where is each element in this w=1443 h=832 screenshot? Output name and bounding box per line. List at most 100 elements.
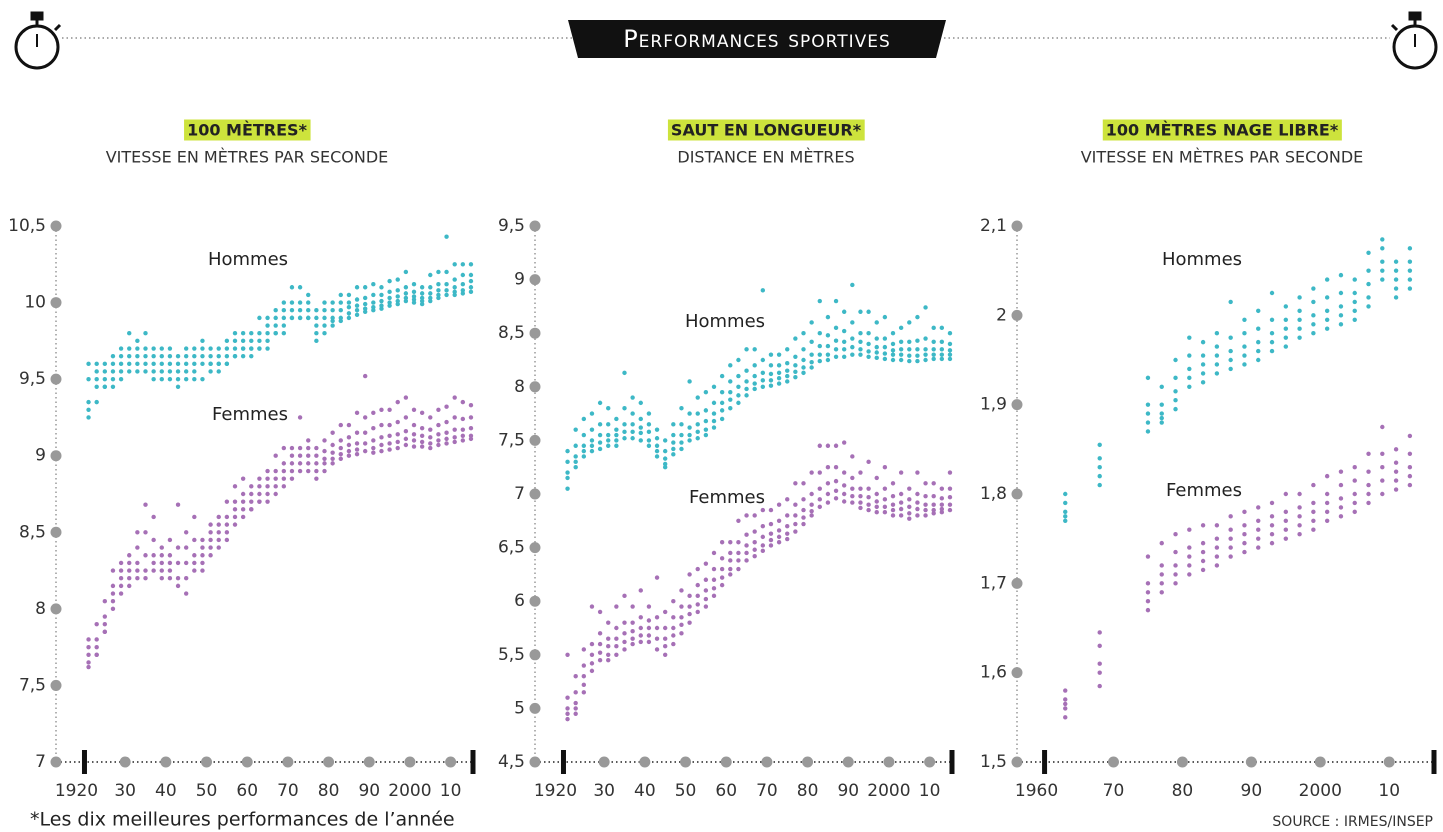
dot xyxy=(460,291,466,296)
y-tick xyxy=(1011,756,1023,768)
dot xyxy=(216,530,221,535)
dot xyxy=(614,604,619,609)
dot xyxy=(728,397,733,402)
dot xyxy=(249,491,254,497)
y-tick xyxy=(529,327,541,339)
dot xyxy=(850,336,855,341)
dot xyxy=(687,438,692,443)
dot xyxy=(1063,697,1068,702)
dot xyxy=(646,625,652,631)
dot xyxy=(273,468,278,474)
dot xyxy=(776,502,782,507)
series xyxy=(1063,424,1413,720)
dot xyxy=(1187,353,1192,358)
dot xyxy=(939,325,945,331)
dot xyxy=(167,376,173,382)
dot xyxy=(452,292,457,298)
dot xyxy=(890,513,896,518)
dot xyxy=(923,513,928,518)
dot xyxy=(776,376,782,381)
dot xyxy=(143,331,148,336)
dot xyxy=(1338,496,1344,501)
y-tick xyxy=(529,756,541,768)
dot xyxy=(175,502,181,507)
dot xyxy=(898,513,904,518)
dot xyxy=(240,514,246,520)
y-tick-label: 8,5 xyxy=(19,522,46,542)
dot xyxy=(200,553,205,558)
dot xyxy=(289,315,295,321)
dot xyxy=(379,298,384,304)
dot xyxy=(159,346,164,351)
dot xyxy=(127,568,132,573)
dot xyxy=(752,553,757,559)
dot xyxy=(1145,402,1151,407)
dot xyxy=(281,331,287,336)
dot xyxy=(565,711,570,716)
dot xyxy=(1173,357,1178,363)
dot xyxy=(1228,335,1233,340)
dot xyxy=(249,338,254,344)
x-tick xyxy=(241,756,253,768)
dot xyxy=(630,620,635,625)
dot xyxy=(468,425,474,431)
dot xyxy=(297,453,303,458)
dot xyxy=(411,300,417,305)
dot xyxy=(143,568,148,573)
dot xyxy=(346,448,352,454)
dot xyxy=(776,534,782,540)
dot xyxy=(858,309,863,314)
dot xyxy=(1338,272,1344,278)
dot xyxy=(411,407,417,412)
dot xyxy=(1063,491,1068,497)
dot xyxy=(1380,237,1385,242)
dot xyxy=(1242,331,1247,336)
dot xyxy=(858,347,863,352)
x-tick-label: 40 xyxy=(155,781,177,801)
y-tick-label: 8 xyxy=(35,599,46,619)
dot xyxy=(890,357,896,363)
dot xyxy=(200,545,205,550)
dot xyxy=(695,411,700,416)
dot xyxy=(768,378,774,383)
dot xyxy=(614,652,619,657)
y-tick-label: 10 xyxy=(24,293,46,313)
dot xyxy=(354,410,360,416)
dot xyxy=(419,433,425,439)
dot xyxy=(216,522,221,527)
dot xyxy=(1256,348,1261,354)
dot xyxy=(257,315,262,321)
dot xyxy=(939,496,945,501)
x-tick xyxy=(1383,756,1395,768)
dot xyxy=(890,352,896,357)
x-tick-label: 1960 xyxy=(1015,781,1058,801)
dot xyxy=(1407,473,1413,479)
dot xyxy=(127,353,132,359)
dot xyxy=(825,357,831,363)
y-tick xyxy=(529,702,541,714)
dot xyxy=(654,448,660,454)
dot xyxy=(94,361,99,367)
dot xyxy=(151,568,156,573)
dot xyxy=(183,591,189,596)
dot xyxy=(646,604,652,609)
series-label: Hommes xyxy=(208,249,288,270)
dot xyxy=(752,513,757,518)
dot xyxy=(793,363,798,368)
x-tick-label: 80 xyxy=(1172,781,1194,801)
dot xyxy=(338,456,343,461)
dot xyxy=(265,491,270,497)
dot xyxy=(444,436,449,442)
dot xyxy=(1311,527,1316,532)
dot xyxy=(866,502,871,507)
dot xyxy=(1366,268,1371,273)
y-tick xyxy=(529,434,541,446)
dot xyxy=(573,427,578,432)
dot xyxy=(419,425,425,431)
dot xyxy=(662,644,668,649)
y-tick-label: 7,5 xyxy=(19,675,46,695)
dot xyxy=(679,615,684,620)
dot xyxy=(281,476,287,481)
x-tick-label: 90 xyxy=(358,781,380,801)
dot xyxy=(825,314,831,320)
